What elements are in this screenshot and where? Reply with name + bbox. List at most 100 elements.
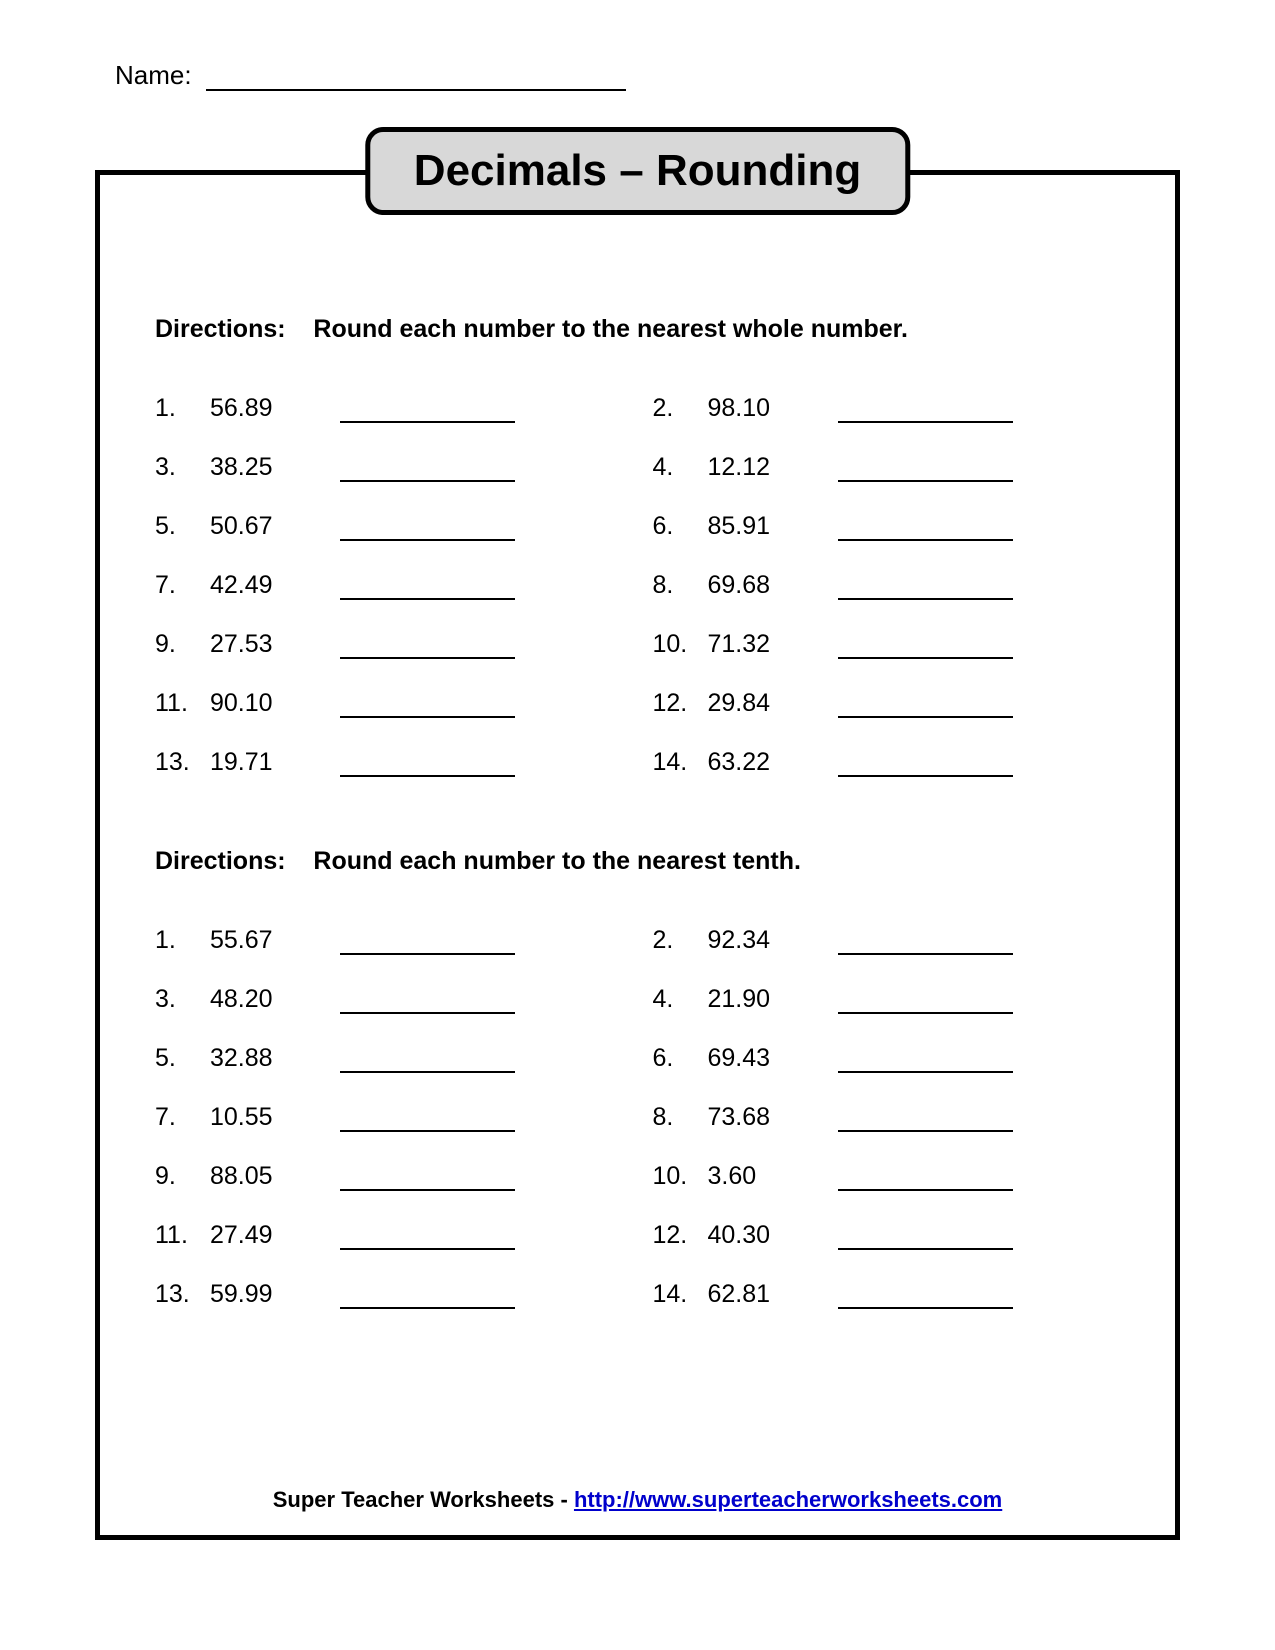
problem-value: 90.10 <box>210 689 320 718</box>
answer-blank[interactable] <box>838 1287 1013 1309</box>
answer-blank[interactable] <box>340 519 515 541</box>
problem-number: 2. <box>653 926 708 955</box>
answer-blank[interactable] <box>340 1051 515 1073</box>
problem-value: 21.90 <box>708 985 818 1014</box>
footer-brand: Super Teacher Worksheets <box>273 1487 555 1512</box>
footer: Super Teacher Worksheets - http://www.su… <box>100 1487 1175 1513</box>
answer-blank[interactable] <box>838 519 1013 541</box>
directions-text: Round each number to the nearest tenth. <box>313 847 801 875</box>
problem-number: 7. <box>155 571 210 600</box>
answer-blank[interactable] <box>838 460 1013 482</box>
worksheet-content: Directions: Round each number to the nea… <box>100 175 1175 1309</box>
problem-row: 13.19.71 <box>155 748 623 777</box>
problem-row: 6.85.91 <box>653 512 1121 541</box>
section-whole-number: Directions: Round each number to the nea… <box>155 315 1120 777</box>
problem-number: 3. <box>155 985 210 1014</box>
answer-blank[interactable] <box>340 1110 515 1132</box>
answer-blank[interactable] <box>838 1051 1013 1073</box>
problem-grid-2: 1.55.672.92.343.48.204.21.905.32.886.69.… <box>155 926 1120 1309</box>
answer-blank[interactable] <box>340 1228 515 1250</box>
answer-blank[interactable] <box>838 637 1013 659</box>
name-label: Name: <box>115 60 192 91</box>
problem-row: 10.71.32 <box>653 630 1121 659</box>
answer-blank[interactable] <box>340 401 515 423</box>
problem-number: 10. <box>653 1162 708 1191</box>
problem-row: 14.62.81 <box>653 1280 1121 1309</box>
answer-blank[interactable] <box>340 1287 515 1309</box>
problem-value: 73.68 <box>708 1103 818 1132</box>
problem-value: 62.81 <box>708 1280 818 1309</box>
problem-value: 42.49 <box>210 571 320 600</box>
problem-row: 12.29.84 <box>653 689 1121 718</box>
problem-value: 50.67 <box>210 512 320 541</box>
answer-blank[interactable] <box>838 755 1013 777</box>
problem-grid-1: 1.56.892.98.103.38.254.12.125.50.676.85.… <box>155 394 1120 777</box>
name-input-line[interactable] <box>206 65 626 91</box>
problem-row: 11.27.49 <box>155 1221 623 1250</box>
answer-blank[interactable] <box>838 1169 1013 1191</box>
answer-blank[interactable] <box>340 637 515 659</box>
problem-number: 1. <box>155 926 210 955</box>
directions-text: Round each number to the nearest whole n… <box>313 315 908 343</box>
problem-row: 11.90.10 <box>155 689 623 718</box>
section-tenth: Directions: Round each number to the nea… <box>155 847 1120 1309</box>
problem-value: 12.12 <box>708 453 818 482</box>
problem-row: 9.27.53 <box>155 630 623 659</box>
problem-number: 13. <box>155 748 210 777</box>
problem-row: 12.40.30 <box>653 1221 1121 1250</box>
answer-blank[interactable] <box>838 1228 1013 1250</box>
answer-blank[interactable] <box>838 1110 1013 1132</box>
answer-blank[interactable] <box>838 696 1013 718</box>
problem-number: 8. <box>653 571 708 600</box>
answer-blank[interactable] <box>340 578 515 600</box>
problem-number: 1. <box>155 394 210 423</box>
problem-value: 56.89 <box>210 394 320 423</box>
answer-blank[interactable] <box>838 578 1013 600</box>
directions-2: Directions: Round each number to the nea… <box>155 847 1120 876</box>
problem-row: 6.69.43 <box>653 1044 1121 1073</box>
problem-row: 7.42.49 <box>155 571 623 600</box>
problem-number: 14. <box>653 1280 708 1309</box>
problem-number: 11. <box>155 689 210 718</box>
answer-blank[interactable] <box>340 460 515 482</box>
problem-row: 3.38.25 <box>155 453 623 482</box>
problem-row: 10.3.60 <box>653 1162 1121 1191</box>
problem-value: 92.34 <box>708 926 818 955</box>
problem-value: 71.32 <box>708 630 818 659</box>
directions-1: Directions: Round each number to the nea… <box>155 315 1120 344</box>
problem-value: 59.99 <box>210 1280 320 1309</box>
problem-row: 8.73.68 <box>653 1103 1121 1132</box>
answer-blank[interactable] <box>340 755 515 777</box>
problem-row: 1.56.89 <box>155 394 623 423</box>
answer-blank[interactable] <box>838 933 1013 955</box>
problem-value: 85.91 <box>708 512 818 541</box>
problem-row: 14.63.22 <box>653 748 1121 777</box>
answer-blank[interactable] <box>838 992 1013 1014</box>
problem-row: 13.59.99 <box>155 1280 623 1309</box>
answer-blank[interactable] <box>340 696 515 718</box>
directions-label: Directions: <box>155 315 286 343</box>
problem-row: 2.98.10 <box>653 394 1121 423</box>
problem-number: 9. <box>155 1162 210 1191</box>
problem-value: 19.71 <box>210 748 320 777</box>
problem-value: 10.55 <box>210 1103 320 1132</box>
problem-row: 5.50.67 <box>155 512 623 541</box>
problem-number: 3. <box>155 453 210 482</box>
name-field-row: Name: <box>115 60 626 91</box>
problem-value: 69.43 <box>708 1044 818 1073</box>
problem-value: 88.05 <box>210 1162 320 1191</box>
problem-number: 8. <box>653 1103 708 1132</box>
problem-number: 5. <box>155 1044 210 1073</box>
problem-row: 4.21.90 <box>653 985 1121 1014</box>
problem-value: 3.60 <box>708 1162 818 1191</box>
answer-blank[interactable] <box>340 1169 515 1191</box>
footer-link[interactable]: http://www.superteacherworksheets.com <box>574 1487 1002 1512</box>
answer-blank[interactable] <box>340 992 515 1014</box>
answer-blank[interactable] <box>340 933 515 955</box>
problem-number: 14. <box>653 748 708 777</box>
problem-value: 69.68 <box>708 571 818 600</box>
problem-number: 4. <box>653 985 708 1014</box>
answer-blank[interactable] <box>838 401 1013 423</box>
problem-number: 12. <box>653 1221 708 1250</box>
problem-row: 8.69.68 <box>653 571 1121 600</box>
